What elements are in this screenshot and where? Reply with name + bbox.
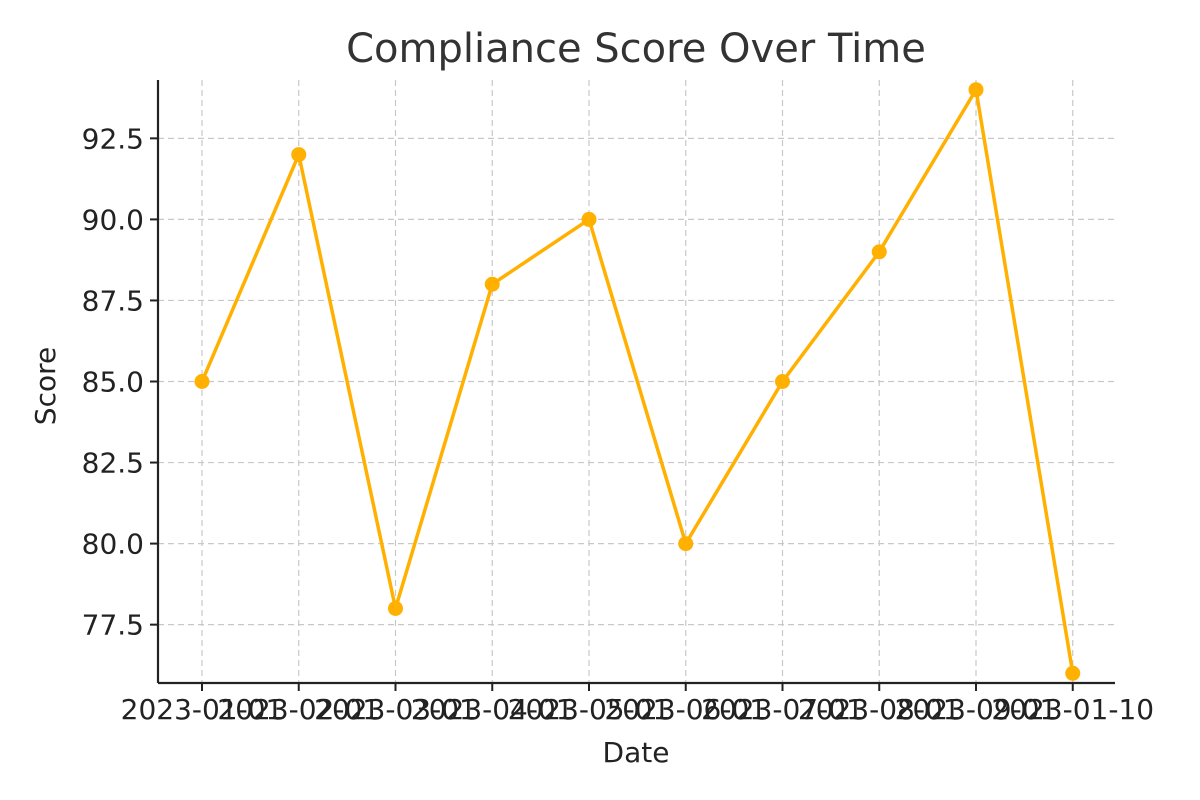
y-tick-label: 82.5 <box>82 447 144 480</box>
series <box>194 82 1081 681</box>
x-tick-label: 2023-09-01 <box>895 693 1058 726</box>
x-tick-label: 2023-06-01 <box>604 693 767 726</box>
x-axis-label: Date <box>603 736 670 769</box>
x-tick-label: 2023-01-10 <box>991 693 1154 726</box>
data-point <box>388 600 403 616</box>
y-tick-label: 92.5 <box>82 122 144 155</box>
data-point <box>968 82 984 98</box>
chart-title: Compliance Score Over Time <box>346 26 926 72</box>
y-tick-label: 85.0 <box>82 366 144 399</box>
data-point <box>1065 665 1081 681</box>
grid <box>158 80 1115 683</box>
x-tick-label: 2023-03-01 <box>314 693 477 726</box>
data-point <box>194 374 210 389</box>
y-axis-label: Score <box>29 347 62 425</box>
x-tick-label: 2023-05-01 <box>508 693 671 726</box>
x-tick-label: 2023-07-01 <box>701 693 864 726</box>
y-tick-label: 90.0 <box>82 203 144 236</box>
x-tick-label: 2023-02-01 <box>217 693 380 726</box>
y-tick-label: 80.0 <box>82 528 144 561</box>
series-line <box>200 87 1075 674</box>
x-tick-label: 2023-01-01 <box>121 693 284 726</box>
x-tick-label: 2023-08-01 <box>798 693 961 726</box>
data-point <box>871 244 887 260</box>
axes: 2023-01-012023-02-012023-03-012023-04-01… <box>82 80 1154 726</box>
data-point <box>581 211 597 227</box>
y-tick-label: 87.5 <box>82 284 144 317</box>
data-point <box>775 374 790 389</box>
x-tick-label: 2023-04-01 <box>411 693 574 726</box>
data-point <box>678 536 694 552</box>
data-point <box>484 276 500 292</box>
data-point <box>291 147 307 163</box>
y-tick-label: 77.5 <box>82 609 144 642</box>
